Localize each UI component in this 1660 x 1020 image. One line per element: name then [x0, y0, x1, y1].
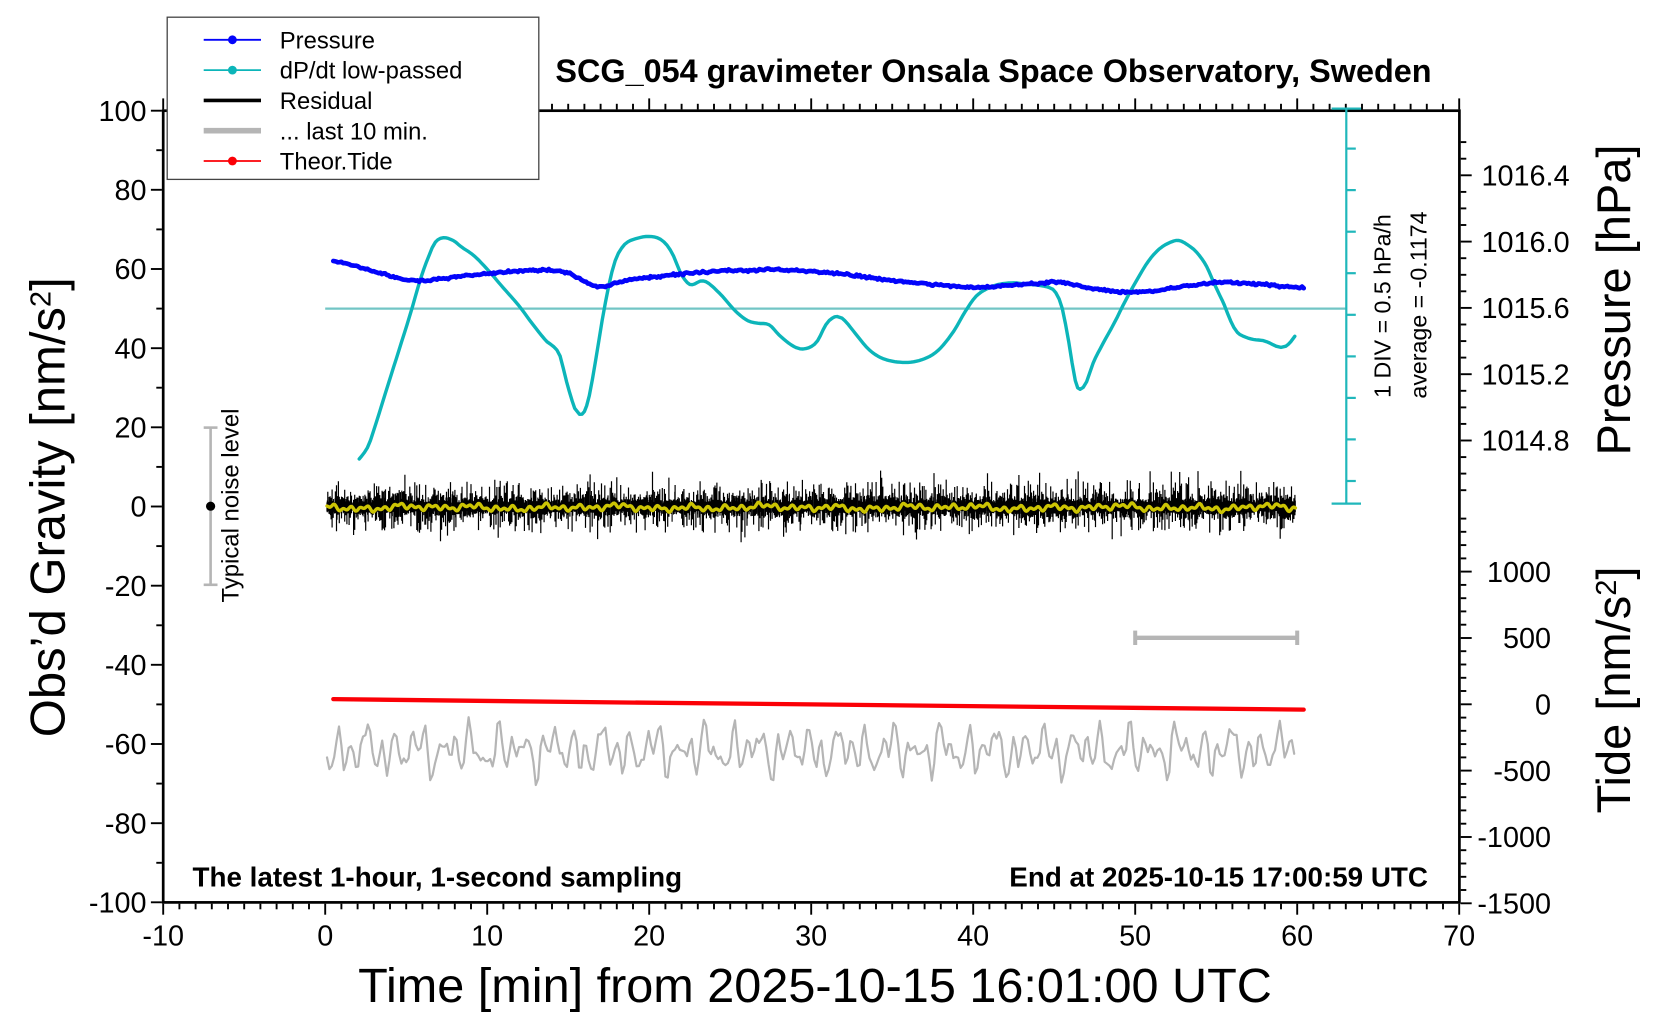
svg-text:1014.8: 1014.8: [1482, 426, 1570, 458]
svg-text:30: 30: [795, 921, 827, 953]
svg-text:1016.4: 1016.4: [1482, 161, 1570, 193]
svg-text:0: 0: [1535, 690, 1551, 722]
svg-text:-40: -40: [105, 650, 147, 682]
svg-text:70: 70: [1443, 921, 1475, 953]
svg-text:0: 0: [130, 492, 146, 524]
svg-text:... last 10 min.: ... last 10 min.: [280, 118, 428, 145]
svg-text:Time [min] from 2025-10-15 16:: Time [min] from 2025-10-15 16:01:00 UTC: [358, 959, 1272, 1013]
svg-text:-500: -500: [1493, 756, 1551, 788]
svg-text:-1500: -1500: [1477, 888, 1551, 920]
svg-text:-1000: -1000: [1477, 822, 1551, 854]
svg-text:Pressure: Pressure: [280, 27, 375, 54]
svg-text:average = -0.1174: average = -0.1174: [1406, 211, 1432, 398]
svg-text:80: 80: [114, 175, 146, 207]
svg-text:40: 40: [114, 333, 146, 365]
svg-text:50: 50: [1119, 921, 1151, 953]
svg-text:SCG_054 gravimeter Onsala Spac: SCG_054 gravimeter Onsala Space Observat…: [555, 53, 1431, 89]
svg-text:1000: 1000: [1487, 557, 1551, 589]
svg-text:Pressure [hPa]: Pressure [hPa]: [1587, 145, 1640, 456]
svg-text:Residual: Residual: [280, 88, 373, 115]
svg-text:500: 500: [1503, 623, 1551, 655]
svg-text:1015.6: 1015.6: [1482, 293, 1570, 325]
svg-text:End at 2025-10-15 17:00:59 UTC: End at 2025-10-15 17:00:59 UTC: [1009, 862, 1428, 893]
svg-text:Tide [nm/s2]: Tide [nm/s2]: [1587, 567, 1640, 814]
svg-text:-60: -60: [105, 729, 147, 761]
svg-text:-80: -80: [105, 808, 147, 840]
svg-text:100: 100: [98, 96, 146, 128]
svg-text:40: 40: [957, 921, 989, 953]
svg-text:1 DIV = 0.5 hPa/h: 1 DIV = 0.5 hPa/h: [1370, 214, 1396, 398]
svg-text:1015.2: 1015.2: [1482, 359, 1570, 391]
svg-text:10: 10: [471, 921, 503, 953]
svg-text:dP/dt low-passed: dP/dt low-passed: [280, 58, 463, 85]
svg-text:20: 20: [114, 413, 146, 445]
svg-text:-10: -10: [142, 921, 184, 953]
svg-text:Obs’d Gravity [nm/s2]: Obs’d Gravity [nm/s2]: [22, 277, 76, 737]
svg-text:60: 60: [114, 254, 146, 286]
svg-text:The latest 1-hour, 1-second sa: The latest 1-hour, 1-second sampling: [193, 862, 683, 893]
svg-text:-100: -100: [89, 888, 147, 920]
svg-text:Typical noise level: Typical noise level: [218, 409, 245, 603]
svg-text:Theor.Tide: Theor.Tide: [280, 149, 393, 176]
svg-text:60: 60: [1281, 921, 1313, 953]
svg-text:0: 0: [317, 921, 333, 953]
svg-text:20: 20: [633, 921, 665, 953]
svg-text:1016.0: 1016.0: [1482, 227, 1570, 259]
svg-text:-20: -20: [105, 571, 147, 603]
